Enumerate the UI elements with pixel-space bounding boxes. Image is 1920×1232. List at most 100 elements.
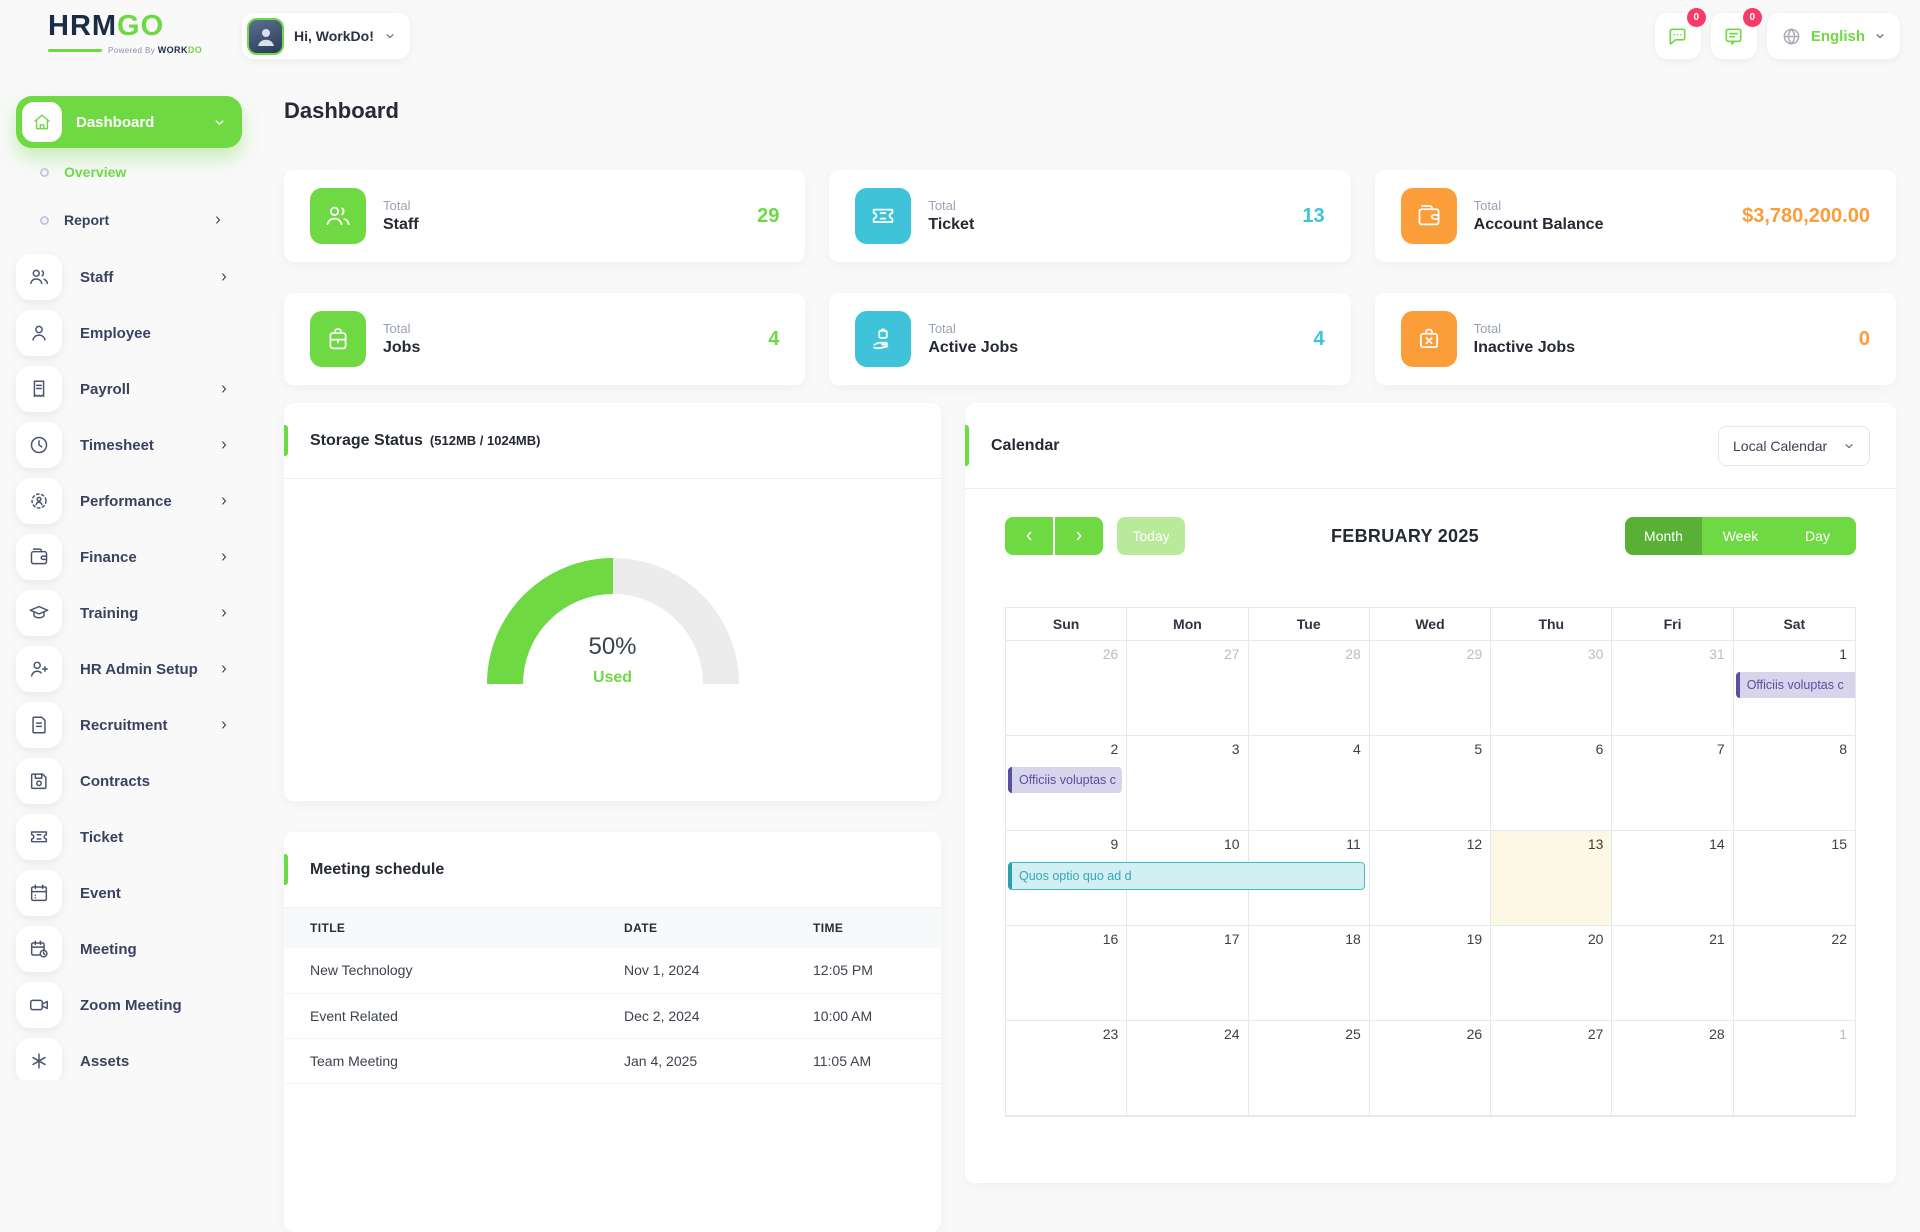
- day-cell-14[interactable]: 14: [1612, 831, 1734, 926]
- notifications-badge: 0: [1742, 8, 1762, 27]
- calendar-grid: Sun Mon Tue Wed Thu Fri Sat 26 27 28 29 30 31 1 2 3 4 5 6 7…: [1005, 607, 1856, 1117]
- day-cell-8[interactable]: 8: [1733, 736, 1855, 831]
- sidebar-item-training[interactable]: Training: [16, 590, 246, 636]
- calendar-today-button[interactable]: Today: [1117, 517, 1185, 555]
- sidebar-item-timesheet[interactable]: Timesheet: [16, 422, 246, 468]
- calendar-prev-button[interactable]: [1005, 517, 1053, 555]
- chevron-right-icon: [222, 385, 227, 393]
- day-cell-25[interactable]: 25: [1248, 1021, 1370, 1116]
- sidebar-icon-tile: [16, 982, 62, 1028]
- day-cell-26-muted[interactable]: 26: [1006, 641, 1128, 736]
- sidebar-subitem-report[interactable]: Report: [16, 196, 242, 244]
- day-cell-27-muted[interactable]: 27: [1127, 641, 1249, 736]
- sidebar-icon-tile: [16, 702, 62, 748]
- day-cell-21[interactable]: 21: [1612, 926, 1734, 1021]
- chevron-left-icon: [1026, 531, 1032, 541]
- left-column: Storage Status (512MB / 1024MB) 50% Used: [284, 403, 941, 1232]
- day-cell-22[interactable]: 22: [1733, 926, 1855, 1021]
- day-cell-15[interactable]: 15: [1733, 831, 1855, 926]
- day-number: 7: [1716, 741, 1725, 757]
- day-number: 11: [1346, 836, 1361, 852]
- day-cell-7[interactable]: 7: [1612, 736, 1734, 831]
- sidebar-item-recruitment[interactable]: Recruitment: [16, 702, 246, 748]
- sidebar-item-ticket[interactable]: Ticket: [16, 814, 246, 860]
- sidebar-item-finance[interactable]: Finance: [16, 534, 246, 580]
- meeting-title: Meeting schedule: [310, 860, 445, 878]
- calendar-view-month-button[interactable]: Month: [1625, 517, 1702, 555]
- sidebar-item-staff[interactable]: Staff: [16, 254, 246, 300]
- gauge-used-label: Used: [592, 669, 633, 686]
- sidebar-item-hr-admin-setup[interactable]: HR Admin Setup: [16, 646, 246, 692]
- app-logo[interactable]: HRMGO Powered By WORKDO: [48, 12, 202, 55]
- calendar-event[interactable]: Officiis voluptas c: [1008, 767, 1123, 793]
- messenger-button[interactable]: 0: [1654, 8, 1706, 59]
- sidebar-icon-tile: [16, 478, 62, 524]
- sidebar-subitem-label: Overview: [64, 164, 127, 180]
- meeting-date-cell: Dec 2, 2024: [598, 993, 787, 1039]
- sidebar-item-employee[interactable]: Employee: [16, 310, 246, 356]
- calendar-event[interactable]: Officiis voluptas c: [1735, 672, 1855, 698]
- day-cell-4[interactable]: 4: [1248, 736, 1370, 831]
- sidebar-icon-tile: [16, 254, 62, 300]
- calendar-source-select[interactable]: Local Calendar: [1718, 425, 1870, 466]
- sidebar-item-label: Finance: [80, 548, 137, 566]
- day-cell-18[interactable]: 18: [1248, 926, 1370, 1021]
- stat-text: Total Inactive Jobs: [1474, 321, 1575, 357]
- day-cell-28-muted[interactable]: 28: [1248, 641, 1370, 736]
- day-number: 18: [1345, 931, 1361, 947]
- day-cell-30-muted[interactable]: 30: [1491, 641, 1613, 736]
- day-number: 12: [1466, 836, 1483, 852]
- day-number: 6: [1595, 741, 1604, 757]
- stat-value: 13: [1302, 204, 1325, 227]
- day-cell-24[interactable]: 24: [1127, 1021, 1249, 1116]
- day-cell-20[interactable]: 20: [1491, 926, 1613, 1021]
- sidebar-item-dashboard[interactable]: Dashboard: [16, 96, 242, 148]
- day-cell-23[interactable]: 23: [1006, 1021, 1128, 1116]
- day-cell-13[interactable]: 13: [1491, 831, 1613, 926]
- day-cell-19[interactable]: 19: [1369, 926, 1492, 1021]
- sidebar-item-assets[interactable]: Assets: [16, 1038, 246, 1080]
- sidebar-item-event[interactable]: Event: [16, 870, 246, 916]
- day-cell-16[interactable]: 16: [1006, 926, 1128, 1021]
- stat-text: Total Staff: [383, 198, 419, 234]
- day-cell-5[interactable]: 5: [1369, 736, 1492, 831]
- chevron-right-icon: [222, 273, 227, 281]
- calendar-view-week-button[interactable]: Week: [1702, 517, 1779, 555]
- stat-label: Inactive Jobs: [1473, 339, 1576, 356]
- sidebar-subitem-overview[interactable]: Overview: [16, 148, 242, 196]
- calendar-event[interactable]: Quos optio quo ad d: [1008, 862, 1365, 890]
- meeting-table: TITLE DATE TIME New Technology Nov 1, 202…: [284, 908, 941, 1084]
- day-cell-17[interactable]: 17: [1127, 926, 1249, 1021]
- notifications-button[interactable]: 0: [1710, 8, 1762, 59]
- day-cell-28[interactable]: 28: [1612, 1021, 1734, 1116]
- sidebar-item-meeting[interactable]: Meeting: [16, 926, 246, 972]
- day-header-fri: Fri: [1612, 608, 1734, 641]
- sidebar-item-payroll[interactable]: Payroll: [16, 366, 246, 412]
- language-selector[interactable]: English: [1766, 13, 1900, 59]
- day-cell-6[interactable]: 6: [1491, 736, 1613, 831]
- day-cell-1-muted[interactable]: 1: [1733, 1021, 1855, 1116]
- calendar-view-day-button[interactable]: Day: [1779, 517, 1856, 555]
- stat-value: 29: [757, 204, 780, 227]
- day-number: 31: [1709, 646, 1725, 662]
- sidebar-item-performance[interactable]: Performance: [16, 478, 246, 524]
- sidebar-item-zoom-meeting[interactable]: Zoom Meeting: [16, 982, 246, 1028]
- hand-briefcase-icon: [873, 328, 889, 350]
- gauge-percent-label: 50%: [588, 633, 637, 660]
- day-cell-31-muted[interactable]: 31: [1612, 641, 1734, 736]
- sidebar-subitem-label: Report: [64, 212, 110, 228]
- message-square-icon: [1725, 27, 1742, 45]
- calendar-next-button[interactable]: [1055, 517, 1103, 555]
- user-menu[interactable]: Hi, WorkDo!: [242, 13, 410, 59]
- day-cell-3[interactable]: 3: [1127, 736, 1249, 831]
- sidebar-item-contracts[interactable]: Contracts: [16, 758, 246, 804]
- day-cell-26[interactable]: 26: [1369, 1021, 1492, 1116]
- meeting-card-header: Meeting schedule: [284, 832, 941, 908]
- day-cell-29-muted[interactable]: 29: [1369, 641, 1492, 736]
- day-number: 19: [1466, 931, 1483, 947]
- day-cell-2[interactable]: 2: [1006, 736, 1128, 831]
- day-cell-27[interactable]: 27: [1491, 1021, 1613, 1116]
- day-cell-11[interactable]: 11: [1248, 831, 1370, 926]
- day-cell-1[interactable]: 1: [1733, 641, 1855, 736]
- day-cell-12[interactable]: 12: [1369, 831, 1492, 926]
